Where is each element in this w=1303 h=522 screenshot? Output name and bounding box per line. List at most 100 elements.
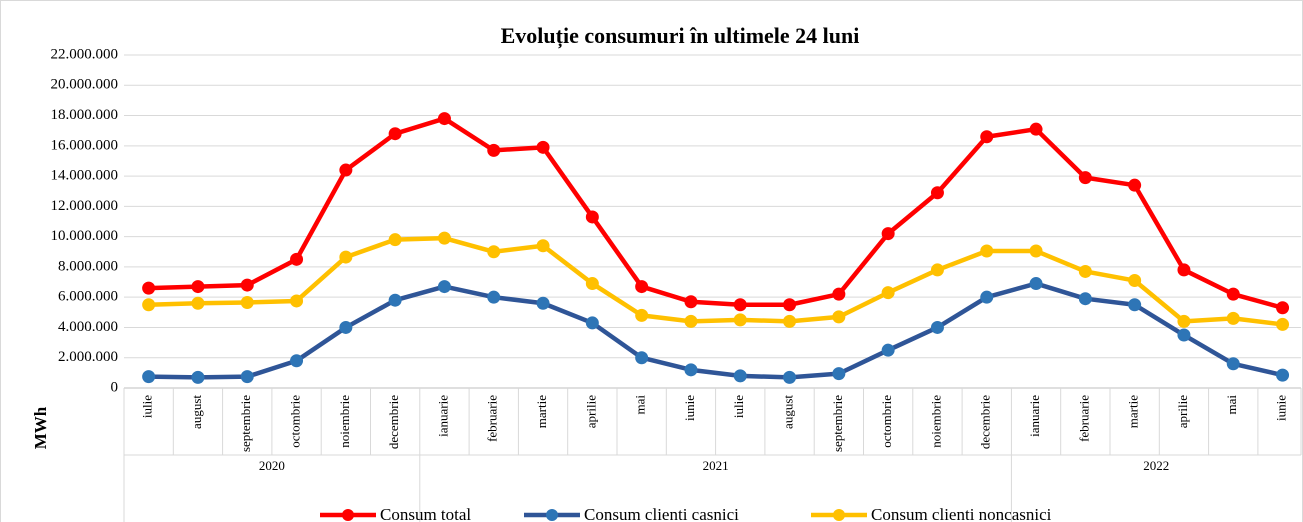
x-tick-label: februarie (1076, 395, 1091, 442)
x-tick-label: iunie (1274, 395, 1289, 421)
series-marker (783, 298, 797, 312)
x-tick-label: noiembrie (928, 395, 943, 448)
series-marker (536, 140, 550, 154)
y-tick-label: 4.000.000 (58, 319, 118, 335)
x-tick-label: februarie (485, 395, 500, 442)
y-tick-label: 20.000.000 (51, 77, 119, 93)
series-marker (1276, 317, 1290, 331)
series-marker (437, 280, 451, 294)
series-line (148, 281, 1284, 380)
series-marker (1128, 178, 1142, 192)
series-line (148, 235, 1283, 327)
series-marker (980, 290, 994, 304)
x-tick-label: decembrie (978, 395, 993, 449)
series-marker (783, 314, 797, 328)
x-tick-label: aprilie (1175, 395, 1190, 428)
series-marker (635, 280, 649, 294)
series-marker (881, 343, 895, 357)
series-marker (240, 278, 254, 292)
series-marker (1226, 357, 1240, 371)
y-tick-label: 6.000.000 (58, 289, 118, 305)
series-marker (142, 281, 156, 295)
x-tick-label: martie (1126, 395, 1141, 428)
series-marker (585, 210, 599, 224)
series-marker (980, 244, 994, 258)
series-marker (1029, 244, 1043, 258)
y-tick-label: 18.000.000 (51, 107, 119, 123)
series-marker (783, 370, 797, 384)
legend-marker (833, 509, 845, 521)
x-group-label: 2020 (259, 458, 285, 473)
series-marker (191, 280, 205, 294)
series-marker (832, 367, 846, 381)
series-marker (684, 314, 698, 328)
series-marker (1078, 264, 1092, 278)
series-marker (388, 293, 402, 307)
y-tick-label: 2.000.000 (58, 349, 118, 365)
series-marker (930, 186, 944, 200)
series-marker (487, 290, 501, 304)
series-marker (733, 298, 747, 312)
series-marker (536, 239, 550, 253)
series-marker (733, 369, 747, 383)
y-tick-label: 10.000.000 (51, 228, 119, 244)
series-marker (191, 370, 205, 384)
series-marker (980, 130, 994, 144)
x-tick-label: martie (534, 395, 549, 428)
x-group-label: 2022 (1143, 458, 1169, 473)
series-marker (290, 354, 304, 368)
series-marker (437, 112, 451, 126)
series-marker (240, 295, 254, 309)
series-marker (1078, 292, 1092, 306)
series-marker (832, 287, 846, 301)
series-marker (635, 308, 649, 322)
series-marker (881, 227, 895, 241)
series-marker (1128, 298, 1142, 312)
x-group-label: 2021 (703, 458, 729, 473)
x-tick-label: octombrie (879, 395, 894, 448)
series-marker (1029, 277, 1043, 291)
series-marker (487, 143, 501, 157)
y-tick-label: 0 (111, 379, 119, 395)
series-marker (388, 127, 402, 141)
y-tick-label: 14.000.000 (51, 168, 119, 184)
chart-title: Evoluție consumuri în ultimele 24 luni (501, 23, 860, 49)
series-marker (635, 351, 649, 365)
x-tick-label: ianuarie (1027, 395, 1042, 437)
legend-label: Consum total (380, 505, 471, 522)
series-marker (1078, 171, 1092, 185)
series-marker (487, 245, 501, 259)
x-tick-label: septembrie (830, 395, 845, 452)
series-marker (536, 296, 550, 310)
legend-label: Consum clienti noncasnici (871, 505, 1052, 522)
x-tick-label: august (189, 395, 204, 429)
series-marker (437, 231, 451, 245)
series-marker (339, 250, 353, 264)
y-tick-label: 12.000.000 (51, 198, 119, 214)
series-marker (832, 310, 846, 324)
y-tick-label: 8.000.000 (58, 258, 118, 274)
y-tick-label: 22.000.000 (51, 46, 119, 62)
series-marker (1177, 328, 1191, 342)
series-marker (240, 370, 254, 384)
y-axis-label: MWh (31, 406, 50, 449)
series-marker (142, 298, 156, 312)
series-marker (1226, 287, 1240, 301)
legend-label: Consum clienti casnici (584, 505, 739, 522)
x-tick-label: mai (1224, 395, 1239, 415)
x-tick-label: iulie (731, 395, 746, 418)
series-marker (1029, 122, 1043, 136)
series-marker (930, 320, 944, 334)
x-tick-label: octombrie (288, 395, 303, 448)
series-marker (191, 296, 205, 310)
legend-marker (342, 509, 354, 521)
x-tick-label: iunie (682, 395, 697, 421)
series-marker (930, 263, 944, 277)
x-tick-label: mai (633, 395, 648, 415)
series-marker (684, 295, 698, 309)
x-tick-label: august (781, 395, 796, 429)
series-marker (339, 163, 353, 177)
x-tick-label: ianuarie (435, 395, 450, 437)
x-tick-label: iulie (140, 395, 155, 418)
legend-marker (546, 509, 558, 521)
